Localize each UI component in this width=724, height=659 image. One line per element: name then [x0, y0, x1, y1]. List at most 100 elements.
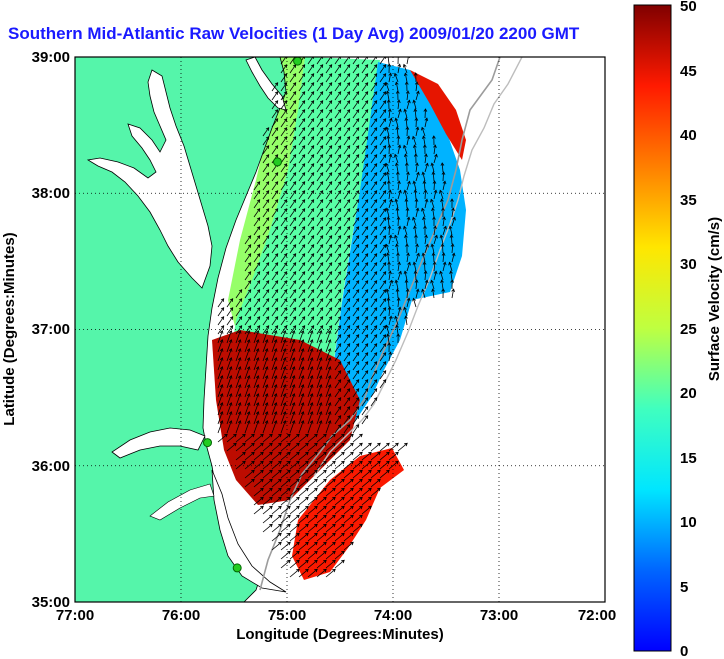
velocity-arrow [289, 478, 300, 488]
velocity-arrow-head [431, 288, 435, 292]
velocity-arrow [325, 91, 333, 101]
velocity-arrow [343, 154, 351, 164]
velocity-arrow-head [264, 393, 269, 397]
velocity-arrow-head [283, 82, 288, 86]
velocity-arrow [361, 361, 369, 371]
velocity-arrow [235, 411, 241, 425]
velocity-arrow-head [273, 411, 278, 415]
velocity-arrow [262, 420, 268, 434]
velocity-arrow [307, 307, 315, 317]
velocity-arrow-head [382, 253, 387, 257]
velocity-arrow-head [424, 198, 429, 203]
velocity-arrow-head [364, 415, 369, 419]
velocity-arrow [253, 348, 259, 362]
velocity-arrow-head [346, 226, 351, 230]
velocity-arrow-head [309, 384, 314, 388]
velocity-arrow [226, 433, 237, 443]
velocity-arrow-head [328, 280, 333, 284]
velocity-arrow-head [404, 153, 408, 158]
velocity-arrow [280, 145, 288, 155]
velocity-arrow-head [242, 433, 246, 438]
velocity-arrow [397, 442, 408, 452]
velocity-arrow [307, 145, 315, 155]
velocity-arrow-head [247, 280, 252, 284]
velocity-arrow [253, 307, 261, 317]
velocity-arrow-head [237, 420, 242, 424]
velocity-arrow [343, 145, 351, 155]
y-tick-label: 39:00 [32, 49, 70, 66]
velocity-arrow-head [368, 505, 372, 510]
velocity-arrow-head [314, 433, 318, 438]
velocity-arrow [343, 82, 351, 92]
velocity-arrow [271, 541, 282, 551]
velocity-arrow-head [283, 235, 288, 239]
velocity-arrow-head [264, 348, 269, 352]
velocity-arrow-head [347, 57, 351, 59]
velocity-arrow [316, 217, 324, 227]
velocity-arrow-head [346, 379, 351, 383]
velocity-arrow-head [274, 118, 279, 122]
velocity-arrow [352, 469, 363, 479]
velocity-arrow-head [301, 289, 306, 293]
velocity-arrow [316, 568, 327, 578]
velocity-arrow [421, 208, 426, 218]
velocity-arrow-head [265, 136, 270, 140]
velocity-arrow-head [314, 550, 318, 555]
velocity-arrow-head [319, 73, 324, 77]
velocity-arrow [334, 199, 342, 209]
velocity-arrow [361, 100, 369, 110]
velocity-arrow-head [433, 189, 438, 194]
velocity-arrow-head [364, 190, 369, 194]
velocity-arrow [280, 532, 291, 542]
velocity-arrow-head [332, 514, 336, 519]
velocity-arrow-head [287, 487, 291, 492]
velocity-arrow-head [255, 420, 260, 424]
velocity-arrow [262, 393, 268, 407]
velocity-arrow-head [219, 366, 224, 370]
velocity-arrow [298, 307, 306, 317]
velocity-arrow [289, 100, 297, 110]
velocity-arrow [298, 505, 309, 515]
velocity-arrow-head [314, 523, 318, 528]
y-tick-label: 38:00 [32, 185, 70, 202]
velocity-arrow [343, 496, 354, 506]
velocity-arrow [415, 279, 418, 290]
velocity-arrow [361, 388, 369, 398]
velocity-arrow [280, 487, 291, 497]
velocity-arrow-head [338, 57, 342, 59]
velocity-arrow [343, 73, 351, 83]
velocity-arrow [280, 330, 286, 344]
velocity-arrow [271, 235, 279, 245]
velocity-arrow [217, 316, 225, 326]
velocity-arrow [307, 420, 313, 434]
velocity-arrow [226, 384, 232, 398]
velocity-arrow-head [291, 384, 296, 388]
velocity-arrow [262, 375, 268, 389]
velocity-arrow-head [337, 64, 342, 68]
velocity-arrow [361, 64, 369, 74]
velocity-arrow [405, 316, 408, 326]
velocity-arrow [403, 64, 408, 74]
velocity-arrow-head [255, 330, 260, 334]
velocity-arrow-head [328, 64, 333, 68]
velocity-arrow [361, 118, 369, 128]
velocity-arrow-head [327, 384, 332, 388]
velocity-arrow [271, 226, 279, 236]
velocity-arrow [379, 64, 387, 74]
velocity-arrow-head [274, 172, 279, 176]
velocity-arrow-head [382, 172, 387, 176]
velocity-arrow-head [355, 280, 360, 284]
velocity-arrow-head [382, 199, 387, 203]
velocity-arrow-head [301, 208, 306, 212]
velocity-arrow [343, 469, 354, 479]
velocity-arrow-head [450, 279, 455, 283]
velocity-arrow [439, 190, 444, 200]
velocity-arrow [235, 348, 241, 362]
velocity-arrow [403, 145, 408, 155]
velocity-arrow [316, 375, 322, 389]
velocity-arrow [325, 420, 331, 434]
velocity-arrow-head [228, 375, 233, 379]
velocity-arrow-head [382, 307, 387, 311]
velocity-arrow [316, 451, 327, 461]
y-tick-label: 35:00 [32, 594, 70, 611]
